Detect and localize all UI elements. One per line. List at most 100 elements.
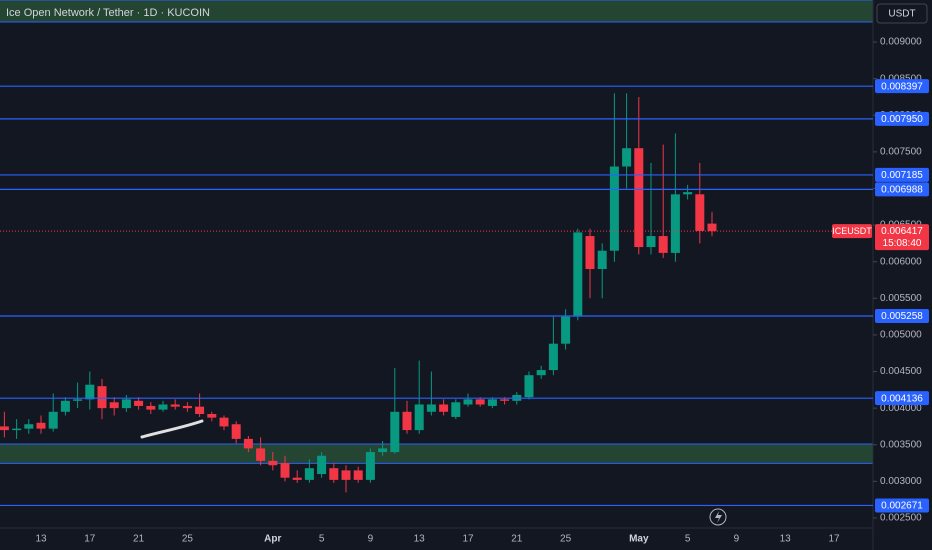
level-label: 0.008397	[881, 81, 923, 92]
candle-body	[536, 370, 546, 376]
symbol-box	[832, 224, 872, 239]
candle-body	[48, 411, 58, 429]
candle-body	[304, 468, 314, 480]
candle-body	[561, 316, 571, 344]
level-label-box	[875, 309, 929, 324]
candle-body	[487, 399, 497, 406]
candle-body	[548, 343, 558, 371]
y-tick-label: 0.005000	[880, 330, 922, 341]
currency-box[interactable]	[876, 3, 928, 24]
candle-body	[207, 413, 217, 418]
drawing	[140, 419, 204, 439]
level-label: 0.007185	[881, 170, 923, 181]
level-label-box	[875, 498, 929, 513]
candle-body	[158, 404, 168, 410]
candle-body	[524, 375, 534, 398]
y-tick-label: 0.004000	[880, 403, 922, 414]
x-tick-label: 9	[734, 534, 740, 545]
chart-title: Ice Open Network / Tether · 1D · KUCOIN	[6, 7, 210, 19]
currency: USDT	[888, 9, 915, 20]
price-label: 0.006417	[881, 226, 923, 237]
x-tick-label: 17	[828, 534, 840, 545]
x-tick-label: 21	[133, 534, 145, 545]
x-tick-label: Apr	[264, 534, 281, 545]
y-tick-label: 0.003500	[880, 439, 922, 450]
candle-body	[268, 460, 278, 466]
candle-body	[707, 223, 717, 232]
x-tick-label: 17	[84, 534, 96, 545]
x-tick-label: 25	[182, 534, 194, 545]
candle-body	[597, 250, 607, 270]
candle-body	[12, 428, 22, 431]
candle-body	[500, 399, 510, 401]
candle-body	[622, 148, 632, 167]
level-label: 0.004136	[881, 393, 923, 404]
candle-body	[243, 438, 253, 449]
candle-body	[109, 402, 119, 409]
candle-body	[378, 448, 388, 453]
y-tick-label: 0.003000	[880, 476, 922, 487]
candle-body	[573, 232, 583, 317]
x-tick-label: 13	[414, 534, 426, 545]
candle-body	[451, 402, 461, 417]
candle-body	[426, 404, 436, 412]
candle-body	[146, 405, 156, 410]
candle-body	[463, 399, 473, 405]
candle-body	[317, 455, 327, 475]
candle-body	[439, 404, 449, 412]
candle-body	[219, 417, 229, 427]
x-tick-label: 21	[511, 534, 523, 545]
candle-body	[414, 404, 424, 431]
y-tick-label: 0.006000	[880, 256, 922, 267]
zone	[0, 0, 873, 23]
candle-body	[341, 470, 351, 480]
candle-body	[695, 194, 705, 231]
level-label: 0.002671	[881, 501, 923, 512]
symbol-label: ICEUSDT	[832, 226, 872, 236]
alert-icon-bolt	[715, 511, 722, 523]
candle-body	[134, 400, 144, 406]
candle-body	[329, 468, 339, 480]
candle-body	[646, 236, 656, 248]
candle-body	[0, 426, 9, 431]
candle-body	[85, 384, 95, 400]
candle-body	[24, 424, 34, 429]
countdown-label: 15:08:40	[883, 238, 922, 249]
candle-body	[231, 424, 241, 439]
level-label-box	[875, 391, 929, 406]
y-tick-label: 0.005500	[880, 293, 922, 304]
candle-body	[634, 148, 644, 248]
level-label: 0.005258	[881, 311, 923, 322]
y-tick-label: 0.007500	[880, 147, 922, 158]
candle-body	[390, 411, 400, 453]
candle-body	[256, 448, 266, 461]
level-label-box	[875, 79, 929, 94]
candle-body	[609, 166, 619, 251]
candle-body	[97, 386, 107, 409]
x-tick-label: 9	[368, 534, 374, 545]
candle-body	[182, 405, 192, 409]
candle-body	[365, 452, 375, 480]
candle-body	[475, 399, 485, 405]
x-tick-label: 25	[560, 534, 572, 545]
candle-body	[292, 477, 302, 480]
candle-body	[402, 411, 412, 431]
candle-body	[670, 194, 680, 253]
candle-body	[195, 406, 205, 414]
x-tick-label: 5	[685, 534, 691, 545]
candle-body	[170, 404, 180, 407]
y-tick-label: 0.004500	[880, 366, 922, 377]
alert-icon[interactable]	[709, 508, 727, 526]
level-label-box	[875, 167, 929, 182]
level-label-box	[875, 182, 929, 197]
candle-body	[60, 400, 70, 412]
x-tick-label: May	[629, 534, 649, 545]
candle-body	[121, 399, 131, 409]
candle-body	[353, 470, 363, 480]
x-tick-label: 5	[319, 534, 325, 545]
level-label-box	[875, 111, 929, 126]
candle-body	[683, 192, 693, 195]
price-box	[875, 224, 929, 251]
